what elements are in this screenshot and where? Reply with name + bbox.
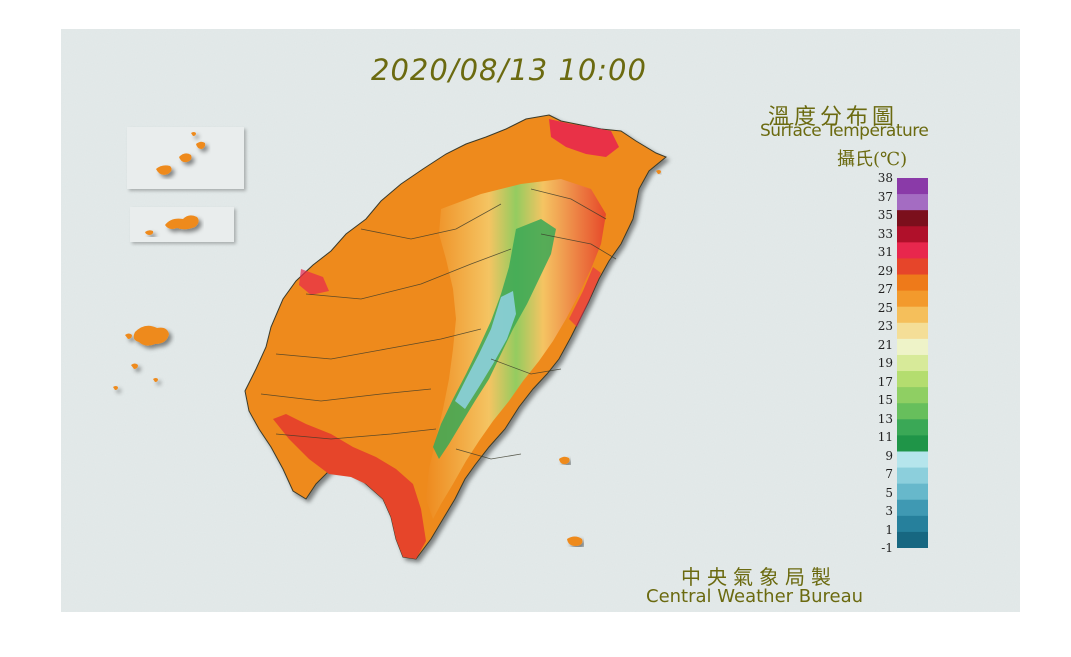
credit-zh: 中央氣象局製 [681, 565, 837, 589]
colorbar-segment [897, 258, 928, 276]
colorbar-tick-label: 1 [885, 522, 893, 537]
temperature-map [113, 114, 667, 560]
colorbar-tick-label: 25 [877, 300, 893, 315]
colorbar-segment [897, 419, 928, 436]
colorbar-segment [897, 499, 928, 517]
colorbar-segment [897, 354, 928, 372]
county-boundaries [260, 188, 617, 460]
map-panel: 2020/08/13 10:00 [61, 29, 1020, 612]
guishan-island [656, 170, 661, 174]
colorbar-segment [897, 467, 928, 485]
colorbar-segment [897, 210, 928, 227]
legend-title-en: Surface Temperature [760, 121, 929, 141]
orchid-island [567, 536, 583, 546]
colorbar-tick-label: -1 [881, 541, 893, 555]
colorbar-tick-label: 3 [885, 504, 893, 518]
colorbar-segment [897, 306, 928, 324]
colorbar-segment [897, 226, 928, 243]
colorbar-segment [897, 531, 928, 548]
legend-title-zh: 溫度分布圖 [768, 105, 899, 130]
colorbar-tick-label: 33 [877, 226, 893, 241]
penghu-islands [113, 325, 169, 390]
temperature-colorbar [897, 178, 928, 548]
colorbar-segment [897, 515, 928, 533]
colorbar-tick-label: 7 [885, 467, 893, 481]
colorbar-segment [897, 274, 928, 292]
legend-unit: 攝氏(℃) [837, 149, 908, 170]
colorbar-segment [897, 290, 928, 308]
colorbar-tick-label: 38 [877, 171, 893, 185]
colorbar-segment [897, 242, 928, 260]
colorbar-tick-label: 5 [885, 485, 893, 500]
colorbar-segment [897, 338, 928, 356]
colorbar-segment [897, 194, 928, 211]
colorbar-tick-label: 9 [885, 448, 893, 463]
colorbar-tick-label: 17 [877, 374, 893, 389]
colorbar-tick-label: 13 [877, 411, 893, 426]
map-timestamp: 2020/08/13 10:00 [371, 53, 647, 87]
colorbar-segment [897, 435, 928, 453]
colorbar-tick-label: 37 [877, 189, 893, 204]
credit-en: Central Weather Bureau [646, 586, 864, 607]
colorbar-tick-label: 15 [877, 393, 893, 407]
colorbar-segment [897, 403, 928, 420]
colorbar-segment [897, 483, 928, 501]
green-island [559, 456, 570, 465]
taiwan-main-island [244, 114, 667, 560]
colorbar-tick-label: 27 [877, 282, 893, 296]
colorbar-tick-label: 19 [877, 356, 893, 370]
colorbar-segment [897, 387, 928, 404]
colorbar-tick-label: 21 [877, 337, 893, 352]
colorbar-tick-label: 31 [877, 245, 893, 259]
colorbar-segment [897, 451, 928, 469]
matsu-islands [156, 132, 206, 175]
colorbar-tick-label: 23 [877, 319, 893, 333]
colorbar-tick-label: 35 [877, 208, 893, 222]
colorbar-segment [897, 178, 928, 195]
colorbar-segment [897, 371, 928, 388]
kinmen-islands [145, 215, 199, 235]
colorbar-tick-label: 29 [877, 263, 893, 278]
colorbar-tick-label: 11 [877, 430, 893, 444]
colorbar-segment [897, 322, 928, 340]
